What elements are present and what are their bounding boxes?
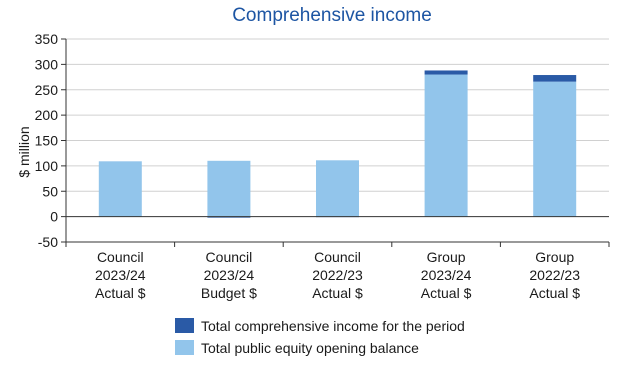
y-tick-label: 100 (35, 158, 59, 174)
x-category-label: Council (97, 249, 144, 265)
x-category-label: Council (206, 249, 253, 265)
x-category-label: Budget $ (201, 285, 257, 301)
bar-opening-balance (424, 74, 468, 217)
x-category-label: 2023/24 (421, 267, 472, 283)
legend-swatch (175, 340, 194, 355)
y-tick-label: 0 (50, 209, 58, 225)
legend-entry: Total public equity opening balance (201, 340, 419, 356)
x-category-label: Group (535, 249, 574, 265)
x-category-label: 2023/24 (95, 267, 146, 283)
y-tick-label: 350 (35, 31, 59, 47)
x-axis-categories: Council 2023/24 Actual $ Council 2023/24 Budg… (95, 249, 580, 301)
x-category-label: Actual $ (529, 285, 580, 301)
y-tick-label: 150 (35, 133, 59, 149)
x-category-label: 2022/23 (529, 267, 580, 283)
x-category-label: 2022/23 (312, 267, 363, 283)
y-tick-label: 250 (35, 82, 59, 98)
bar-comprehensive-income (533, 75, 577, 82)
y-tick-label: -50 (38, 234, 58, 250)
y-axis-label: $ million (16, 126, 32, 177)
bar-opening-balance (533, 81, 577, 217)
bar-comprehensive-income (207, 216, 251, 218)
x-category-label: Group (427, 249, 466, 265)
y-axis-ticks: -50 0 50 100 150 200 250 300 350 (35, 31, 66, 250)
x-category-label: 2023/24 (204, 267, 255, 283)
x-category-label: Council (314, 249, 361, 265)
x-category-label: Actual $ (95, 285, 146, 301)
bar-comprehensive-income (424, 70, 468, 75)
bar-opening-balance (98, 161, 142, 217)
y-tick-label: 300 (35, 56, 59, 72)
y-tick-label: 200 (35, 107, 59, 123)
bars (98, 70, 577, 218)
legend: Total comprehensive income for the perio… (175, 318, 465, 356)
x-category-label: Actual $ (421, 285, 472, 301)
axes (65, 39, 610, 247)
legend-entry: Total comprehensive income for the perio… (201, 318, 465, 334)
y-tick-label: 50 (42, 183, 58, 199)
x-category-label: Actual $ (312, 285, 363, 301)
chart-title: Comprehensive income (232, 5, 432, 26)
bar-opening-balance (207, 160, 251, 217)
bar-opening-balance (316, 160, 359, 217)
legend-swatch (175, 318, 194, 333)
